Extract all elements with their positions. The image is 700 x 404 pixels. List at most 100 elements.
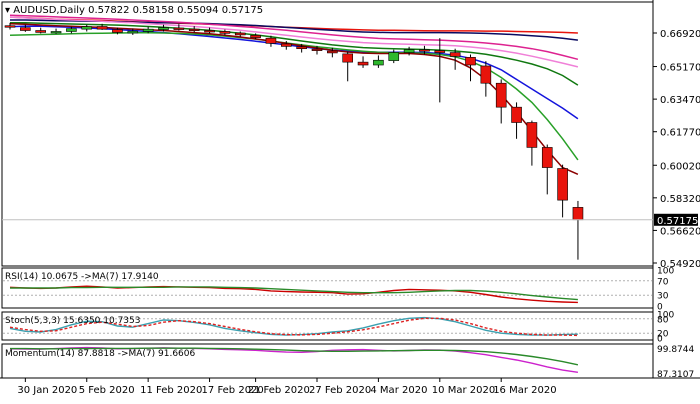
candle-body	[173, 27, 185, 30]
axis-tick-label: 0	[657, 335, 663, 345]
last-price-label: 0.57175	[657, 216, 698, 227]
candle	[434, 38, 446, 103]
candle-body	[250, 34, 261, 38]
momentum-panel-border	[1, 343, 654, 379]
candle	[342, 51, 354, 82]
candle-body	[142, 28, 154, 32]
candle	[265, 35, 277, 47]
stoch-panel	[3, 316, 652, 337]
candle-body	[449, 52, 461, 57]
candle	[511, 102, 522, 139]
date-tick-label: 27 Feb 2020	[309, 385, 371, 396]
date-tick-label: 11 Feb 2020	[140, 385, 202, 396]
price-tick-label: 0.66920	[660, 29, 700, 40]
date-tick-label: 21 Feb 2020	[248, 385, 310, 396]
candle-body	[219, 31, 231, 34]
ohlc-readout: 0.57822 0.58158 0.55094 0.57175	[88, 5, 263, 16]
candle-body	[434, 50, 446, 53]
candle	[219, 29, 231, 36]
date-tick-label: 4 Mar 2020	[370, 385, 427, 396]
candle-body	[572, 207, 584, 221]
candle	[81, 24, 93, 32]
candle-body	[296, 46, 307, 50]
candle-body	[20, 27, 31, 31]
candle-body	[127, 30, 139, 34]
candle-body	[311, 48, 323, 51]
candle	[403, 46, 415, 56]
axis-tick-label: 20	[657, 330, 669, 340]
price-tick-label: 0.54920	[660, 259, 700, 270]
date-tick-label: 10 Mar 2020	[432, 385, 495, 396]
candle	[234, 31, 246, 37]
candle-body	[419, 49, 430, 52]
candle-body	[495, 82, 507, 108]
candle	[96, 23, 108, 30]
candle	[50, 28, 62, 34]
date-axis: 30 Jan 2020 5 Feb 2020 11 Feb 2020 17 Feb 2…	[17, 378, 557, 396]
candle	[373, 55, 384, 68]
collapse-arrow-icon: ▾	[5, 5, 13, 16]
candle	[449, 48, 461, 70]
rsi-panel	[3, 280, 652, 304]
candle	[66, 26, 77, 34]
axis-tick-label: 70	[657, 277, 669, 287]
price-tick-label: 0.61770	[660, 128, 700, 139]
candle	[35, 27, 47, 34]
candle	[4, 22, 16, 30]
candle-body	[342, 53, 354, 63]
symbol-label: AUDUSD,Daily	[13, 5, 85, 16]
date-tick-label: 17 Feb 2020	[202, 385, 264, 396]
candle-body	[66, 28, 77, 32]
candle	[541, 144, 553, 195]
candle-body	[265, 37, 277, 44]
price-tick-label: 0.65170	[660, 63, 700, 74]
date-tick-label: 5 Feb 2020	[79, 385, 135, 396]
candle-body	[511, 106, 522, 123]
candle-body	[280, 43, 292, 47]
candle-body	[541, 147, 553, 168]
candle-body	[50, 31, 62, 34]
candle	[465, 54, 476, 82]
axis-tick-label: 99.8744	[657, 345, 694, 355]
candle-body	[327, 50, 338, 54]
moving-averages	[9, 14, 579, 175]
candle-body	[388, 52, 400, 61]
ma-line-green	[9, 32, 579, 161]
candle-body	[112, 29, 123, 33]
axis-tick-label: 80	[657, 315, 669, 325]
candle	[142, 26, 154, 34]
candle	[127, 28, 139, 35]
candle	[296, 43, 307, 53]
candle-body	[96, 26, 108, 30]
price-tick-label: 0.58320	[660, 194, 700, 205]
candle	[112, 27, 123, 35]
candle	[495, 79, 507, 124]
stoch-label: Stoch(5,3,3) 15.6350 10.7353	[5, 316, 140, 326]
candle	[327, 47, 338, 58]
price-tick-label: 0.56620	[660, 226, 700, 237]
candle-body	[158, 27, 169, 30]
candle-body	[204, 30, 215, 33]
candle	[173, 24, 185, 31]
candle	[357, 56, 369, 68]
candle-body	[35, 30, 47, 33]
ma-line-magenta	[9, 14, 579, 61]
date-tick-label: 16 Mar 2020	[493, 385, 556, 396]
date-tick-label: 30 Jan 2020	[17, 385, 77, 396]
candle-body	[526, 122, 538, 148]
candle-body	[373, 59, 384, 66]
candles	[4, 22, 584, 260]
axis-tick-label: 100	[657, 311, 674, 321]
candle	[280, 41, 292, 50]
candle	[204, 27, 215, 34]
candle-body	[403, 49, 415, 53]
candle	[388, 49, 400, 64]
candle-body	[234, 32, 246, 36]
momentum-axis: 99.8744 87.3107	[657, 345, 694, 380]
candle	[188, 26, 200, 33]
candle	[311, 45, 323, 55]
price-panel-border	[1, 1, 654, 267]
